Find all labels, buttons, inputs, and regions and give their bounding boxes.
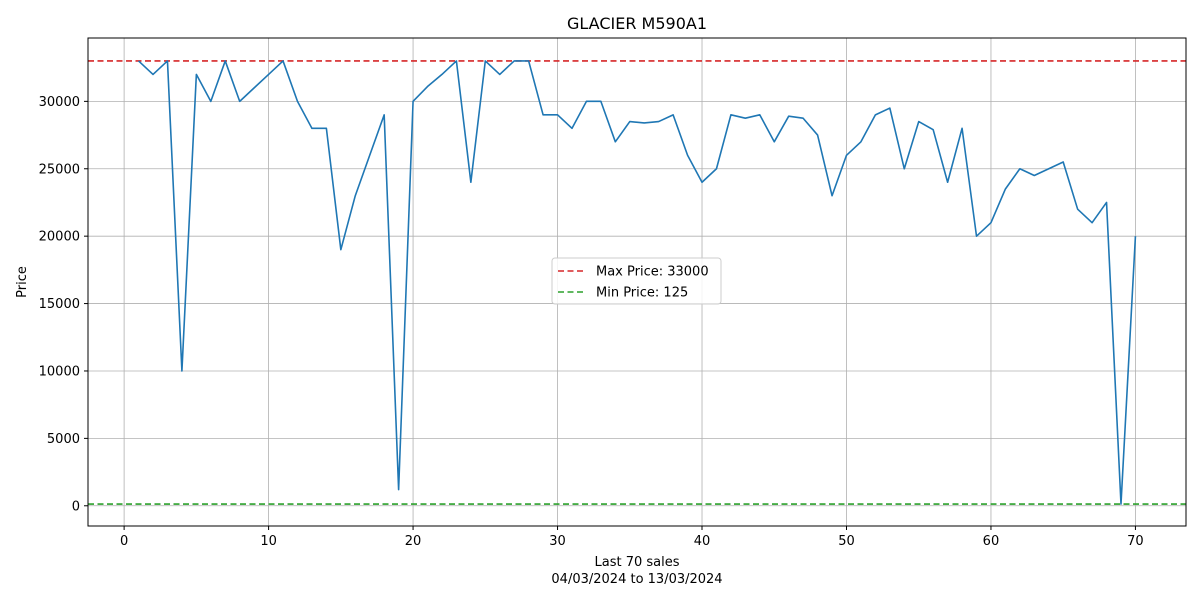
x-tick-label: 50	[838, 534, 855, 549]
x-tick-label: 0	[120, 534, 128, 549]
y-tick-label: 30000	[39, 95, 80, 110]
legend-box	[551, 257, 722, 305]
legend-entry: Max Price: 33000	[596, 265, 709, 280]
y-axis: 0 5000 10000 15000 20000 25000 30000	[39, 95, 88, 514]
grid	[88, 38, 1186, 526]
x-tick-label: 10	[260, 534, 277, 549]
y-tick-label: 5000	[47, 432, 80, 447]
y-tick-label: 10000	[39, 364, 80, 379]
reference-lines	[88, 60, 1186, 505]
x-tick-label: 60	[983, 534, 1000, 549]
y-tick-label: 0	[72, 499, 80, 514]
series-layer	[138, 60, 1137, 505]
x-axis: 0 10 20 30 40 50 60 70	[120, 526, 1144, 549]
x-tick-label: 70	[1127, 534, 1144, 549]
x-axis-sublabel: 04/03/2024 to 13/03/2024	[551, 572, 722, 587]
y-axis-label: Price	[15, 266, 30, 298]
x-tick-label: 20	[405, 534, 422, 549]
x-axis-label: Last 70 sales	[594, 555, 679, 570]
plot-frame	[87, 37, 1187, 527]
legend: Max Price: 33000 Min Price: 125	[551, 257, 722, 305]
y-tick-label: 15000	[39, 297, 80, 312]
price-series-line	[138, 60, 1137, 505]
y-tick-label: 20000	[39, 230, 80, 245]
y-tick-label: 25000	[39, 162, 80, 177]
x-tick-label: 30	[549, 534, 566, 549]
x-tick-label: 40	[694, 534, 711, 549]
legend-entry: Min Price: 125	[596, 286, 688, 301]
chart-title: GLACIER M590A1	[567, 14, 707, 33]
